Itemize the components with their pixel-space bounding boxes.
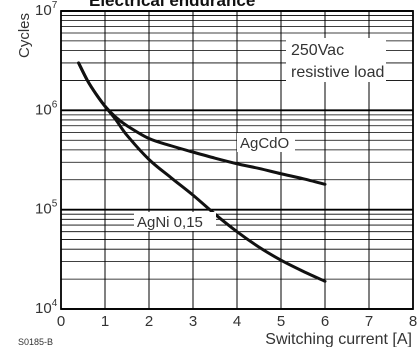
series-label-agcdo: AgCdO (240, 135, 289, 152)
figure-code: S0185-B (18, 337, 53, 347)
x-tick-label: 6 (321, 313, 329, 330)
y-tick-label: 104 (35, 298, 58, 317)
x-tick-label: 1 (101, 313, 109, 330)
series-labels: AgCdO AgNi 0,15 (134, 133, 295, 231)
y-tick-exponent: 5 (52, 199, 58, 210)
y-tick-exponent: 7 (52, 0, 58, 11)
y-tick-label: 107 (35, 0, 58, 19)
series-label-agni: AgNi 0,15 (137, 214, 203, 231)
x-tick-label: 4 (233, 313, 241, 330)
y-tick-base: 10 (35, 101, 52, 118)
x-tick-label: 2 (145, 313, 153, 330)
chart-title: Electrical endurance (89, 0, 255, 10)
x-tick-label: 0 (57, 313, 65, 330)
annotation-bg (286, 38, 386, 82)
x-axis-label: Switching current [A] (265, 331, 412, 347)
y-axis-label: Cycles (16, 13, 33, 58)
series-label-bg (134, 212, 216, 231)
y-tick-label: 105 (35, 199, 58, 218)
y-tick-exponent: 4 (52, 298, 58, 309)
y-tick-base: 10 (35, 201, 52, 218)
x-tick-label: 5 (277, 313, 285, 330)
annotation-line-1: 250Vac (291, 42, 344, 59)
plot-frame (60, 10, 414, 310)
series-line-agni (77, 61, 327, 283)
x-tick-label: 3 (189, 313, 197, 330)
x-tick-label: 8 (409, 313, 417, 330)
plot-border (60, 10, 414, 310)
series-lines (77, 61, 327, 283)
y-tick-base: 10 (35, 300, 52, 317)
y-tick-label: 106 (35, 99, 58, 118)
x-tick-label: 7 (365, 313, 373, 330)
annotation-line-2: resistive load (291, 64, 384, 81)
y-tick-exponent: 6 (52, 99, 58, 110)
annotation: 250Vac resistive load (286, 38, 386, 82)
series-label-bg (237, 133, 295, 152)
y-tick-base: 10 (35, 2, 52, 19)
